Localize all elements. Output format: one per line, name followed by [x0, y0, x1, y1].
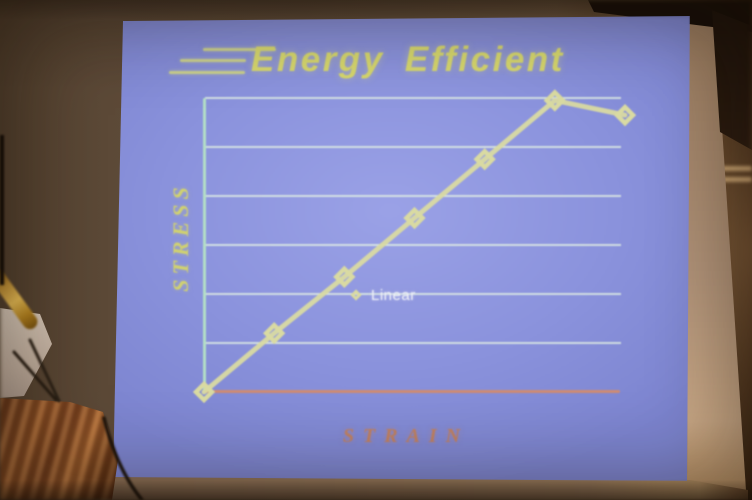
photo-of-presentation: Energy Efficient STRESS STRAIN Linear	[0, 0, 752, 500]
photo-vignette	[0, 0, 752, 500]
